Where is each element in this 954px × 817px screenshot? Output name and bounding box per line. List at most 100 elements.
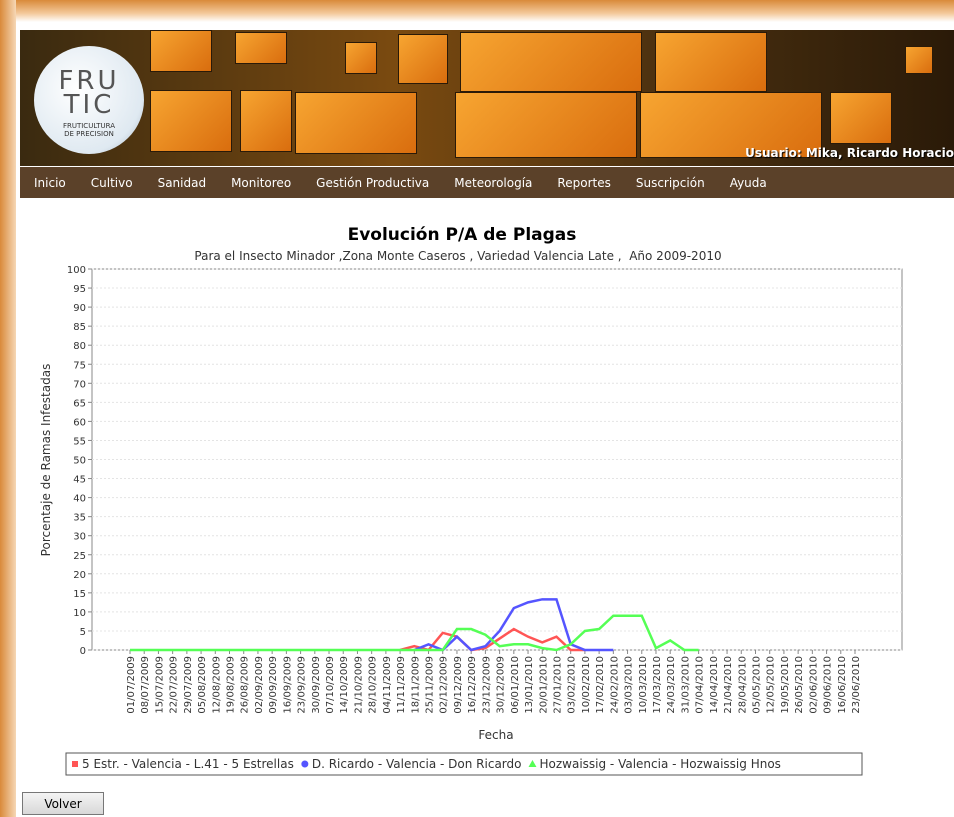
x-tick-label: 24/03/2010 [666,656,677,714]
y-tick-label: 90 [73,303,86,314]
x-tick-label: 16/09/2009 [282,656,293,714]
top-border [0,0,954,22]
banner-tile [905,46,933,74]
banner-tile [455,92,637,158]
x-tick-label: 10/02/2010 [581,656,592,714]
banner-tile [240,90,292,152]
x-tick-label: 02/06/2010 [808,656,819,714]
x-tick-label: 17/02/2010 [595,656,606,714]
y-tick-label: 95 [73,284,86,295]
x-tick-label: 19/08/2009 [226,656,237,714]
x-tick-label: 09/12/2009 [453,656,464,714]
x-tick-label: 21/10/2009 [353,656,364,714]
x-tick-label: 04/11/2009 [382,656,393,714]
x-tick-label: 06/01/2010 [510,656,521,714]
back-button[interactable]: Volver [22,792,104,815]
nav-item[interactable]: Inicio [34,175,66,190]
nav-item[interactable]: Suscripción [635,175,705,190]
x-tick-label: 30/12/2009 [496,656,507,714]
chart: Evolución P/A de Plagas Para el Insecto … [39,225,903,776]
legend-marker [301,760,309,768]
x-tick-label: 03/03/2010 [624,656,635,714]
nav-item[interactable]: Monitoreo [231,175,292,190]
x-tick-label: 10/03/2010 [638,656,649,714]
x-tick-label: 18/11/2009 [410,656,421,714]
x-axis-label: Fecha [478,728,513,742]
y-tick-label: 55 [73,436,86,447]
banner-tile [150,30,212,72]
x-tick-label: 27/01/2010 [552,656,563,714]
x-tick-label: 07/04/2010 [695,656,706,714]
legend-marker [528,760,537,767]
nav-item[interactable]: Gestión Productiva [316,175,430,190]
y-tick-label: 40 [73,494,86,505]
x-tick-label: 23/09/2009 [297,656,308,714]
x-tick-label: 17/03/2010 [652,656,663,714]
x-tick-label: 21/04/2010 [723,656,734,714]
y-tick-label: 35 [73,513,86,524]
nav-bar: Inicio Cultivo Sanidad Monitoreo Gestión Pro… [20,167,954,198]
y-tick-label: 45 [73,475,86,486]
nav-item[interactable]: Meteorología [454,175,533,190]
x-tick-label: 02/12/2009 [439,656,450,714]
chart-subtitle: Para el Insecto Minador ,Zona Monte Case… [194,249,721,263]
y-axis-label: Porcentaje de Ramas Infestadas [39,364,53,557]
x-tick-label: 16/06/2010 [837,656,848,714]
banner-tile [460,32,642,92]
banner-tile [640,92,822,158]
nav-item[interactable]: Reportes [557,175,611,190]
y-tick-label: 15 [73,589,86,600]
x-tick-label: 31/03/2010 [680,656,691,714]
x-tick-label: 22/07/2009 [169,656,180,714]
series-line [399,627,585,652]
x-tick-label: 23/12/2009 [481,656,492,714]
x-tick-label: 20/01/2010 [538,656,549,714]
x-tick-label: 09/09/2009 [268,656,279,714]
x-tick-label: 24/02/2010 [609,656,620,714]
x-tick-label: 08/07/2009 [140,656,151,714]
x-tick-label: 25/11/2009 [425,656,436,714]
series-line [413,598,614,652]
x-tick-label: 28/04/2010 [737,656,748,714]
x-tick-label: 01/07/2009 [126,656,137,714]
y-tick-label: 60 [73,417,86,428]
x-tick-label: 23/06/2010 [851,656,862,714]
nav-item[interactable]: Cultivo [90,175,133,190]
y-tick-label: 70 [73,379,86,390]
y-tick-label: 65 [73,398,86,409]
legend-label: 5 Estr. - Valencia - L.41 - 5 Estrellas [82,757,294,771]
logo-text: FRU [58,66,120,96]
x-tick-label: 11/11/2009 [396,656,407,714]
y-tick-label: 30 [73,532,86,543]
y-tick-label: 80 [73,341,86,352]
x-tick-label: 26/05/2010 [794,656,805,714]
x-tick-label: 28/10/2009 [368,656,379,714]
banner-tile [655,32,767,92]
y-tick-label: 25 [73,551,86,562]
nav-item[interactable]: Sanidad [157,175,207,190]
banner-tile [345,42,377,74]
banner-tile [295,92,417,154]
legend-label: D. Ricardo - Valencia - Don Ricardo [312,757,522,771]
banner: FRU TIC FRUTICULTURA DE PRECISION Usuari… [20,30,954,166]
x-tick-label: 29/07/2009 [183,656,194,714]
y-tick-label: 100 [67,265,86,276]
x-tick-label: 14/10/2009 [339,656,350,714]
x-tick-label: 30/09/2009 [311,656,322,714]
x-tick-label: 05/05/2010 [751,656,762,714]
left-border [0,0,16,817]
x-tick-label: 07/10/2009 [325,656,336,714]
series-line [130,614,699,652]
x-tick-label: 16/12/2009 [467,656,478,714]
x-tick-label: 15/07/2009 [154,656,165,714]
y-tick-label: 85 [73,322,86,333]
logo-subtitle: DE PRECISION [64,130,114,138]
x-tick-label: 13/01/2010 [524,656,535,714]
y-tick-label: 5 [80,627,86,638]
y-tick-label: 10 [73,608,86,619]
x-tick-label: 19/05/2010 [780,656,791,714]
nav-item[interactable]: Ayuda [729,175,767,190]
x-tick-label: 12/05/2010 [766,656,777,714]
y-tick-label: 0 [80,646,86,657]
